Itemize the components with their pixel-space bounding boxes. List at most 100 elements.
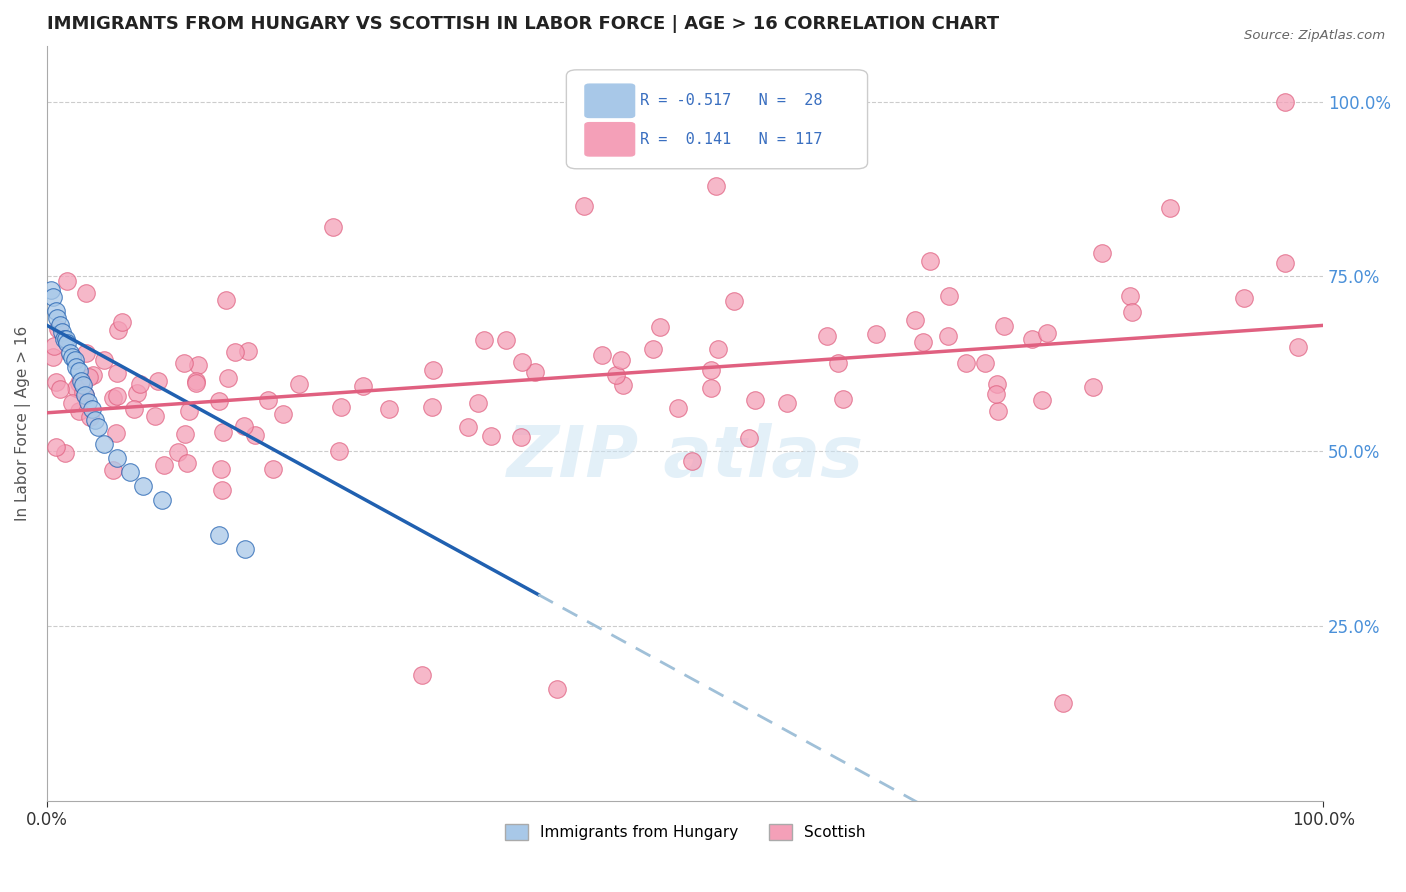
Point [60,395,83,409]
Point [1021,332,1043,346]
Point [1119,289,1142,303]
Point [42,350,65,364]
Point [46,311,69,326]
Point [815,329,838,343]
Point [129,376,152,391]
Point [111,315,134,329]
Point [42,339,65,353]
Point [827,355,849,369]
Point [59,346,82,360]
Point [143,409,166,423]
Point [706,343,728,357]
Point [1274,95,1296,109]
Point [832,392,855,406]
Point [643,342,665,356]
Point [572,200,595,214]
Point [93,437,115,451]
Point [208,393,231,408]
Point [49,382,72,396]
Point [723,293,745,308]
Point [232,419,254,434]
Point [993,319,1015,334]
Point [75,285,97,300]
Point [1031,393,1053,408]
Point [69,404,91,418]
Point [101,392,124,406]
Point [55,274,77,288]
Point [176,456,198,470]
Point [179,403,201,417]
Point [612,378,634,392]
Point [150,493,173,508]
Point [101,463,124,477]
Point [166,445,188,459]
Point [45,375,67,389]
Y-axis label: In Labor Force | Age > 16: In Labor Force | Age > 16 [15,326,31,521]
Point [65,381,87,395]
Text: R =  0.141   N = 117: R = 0.141 N = 117 [640,132,823,147]
Point [75,388,97,402]
Point [955,356,977,370]
Point [53,446,76,460]
Text: ZIP atlas: ZIP atlas [506,423,863,491]
Point [77,369,100,384]
Point [457,420,479,434]
Point [546,681,568,696]
Point [87,419,110,434]
Point [105,451,128,466]
Point [118,465,141,479]
Point [75,388,97,402]
Point [39,284,62,298]
Point [704,178,727,193]
Point [1274,256,1296,270]
Point [184,376,207,390]
Point [215,293,238,307]
Point [72,384,94,399]
Point [605,368,627,382]
Point [211,483,233,497]
Point [212,425,235,440]
Point [738,431,761,445]
Point [610,353,633,368]
Point [52,332,75,346]
Point [125,386,148,401]
Point [233,542,256,557]
Text: Source: ZipAtlas.com: Source: ZipAtlas.com [1244,29,1385,42]
Point [420,400,443,414]
Point [288,376,311,391]
Point [472,333,495,347]
Point [1159,201,1181,215]
Point [62,350,84,364]
Point [79,409,101,424]
Point [422,363,444,377]
Legend: Immigrants from Hungary, Scottish: Immigrants from Hungary, Scottish [499,818,872,847]
Point [84,413,107,427]
Point [262,461,284,475]
Point [173,356,195,370]
Point [80,402,103,417]
Point [67,364,90,378]
Point [938,289,960,303]
Point [411,668,433,682]
Point [131,479,153,493]
Point [1121,305,1143,319]
Point [467,396,489,410]
FancyBboxPatch shape [567,70,868,169]
Point [67,376,90,390]
Point [479,429,502,443]
Point [105,425,128,440]
Point [82,368,104,382]
Point [509,429,531,443]
Point [243,428,266,442]
Point [1233,292,1256,306]
Point [209,461,232,475]
Point [986,376,1008,391]
Point [591,348,613,362]
Point [495,334,517,348]
Point [1052,696,1074,710]
Text: R = -0.517   N =  28: R = -0.517 N = 28 [640,94,823,108]
FancyBboxPatch shape [585,122,636,157]
Point [1091,246,1114,260]
Point [973,356,995,370]
Point [217,371,239,385]
